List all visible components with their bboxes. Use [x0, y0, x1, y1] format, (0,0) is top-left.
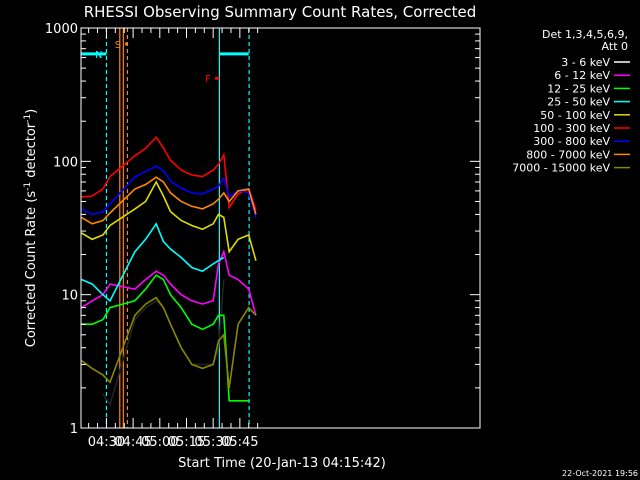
plot-frame: [80, 27, 481, 429]
y-tick-label: 10: [61, 289, 78, 304]
legend-label-8: 7000 - 15000 keV: [512, 162, 610, 175]
series-line-0: [102, 279, 225, 407]
x-axis-label: Start Time (20-Jan-13 04:15:42): [178, 456, 386, 471]
series-line-8: [81, 296, 257, 389]
y-tick-label: 100: [53, 155, 78, 170]
flag-label-s: S: [115, 40, 121, 51]
series-line-4: [81, 180, 257, 261]
legend-label-1: 6 - 12 keV: [554, 69, 610, 82]
legend-label-4: 50 - 100 keV: [540, 109, 610, 122]
flag-label-f: F: [205, 74, 211, 85]
x-tick-label: 05:15: [168, 435, 205, 450]
timestamp: 22-Oct-2021 19:56: [562, 469, 638, 478]
legend-label-5: 100 - 300 keV: [533, 122, 610, 135]
x-tick-label: 04:45: [114, 435, 151, 450]
legend-header-detectors: Det 1,3,4,5,6,9,: [542, 28, 628, 41]
x-tick-label: 04:30: [88, 435, 125, 450]
x-tick-label: 05:45: [221, 435, 258, 450]
y-tick-label: 1: [70, 422, 78, 437]
flag-label-n: N: [95, 50, 102, 61]
y-axis-label: Corrected Count Rate (s-1 detector-1): [23, 109, 39, 347]
legend-header-attenuator: Att 0: [602, 40, 628, 53]
series-line-7: [81, 176, 257, 225]
series-line-5: [81, 135, 257, 211]
x-tick-label: 05:30: [194, 435, 231, 450]
chart-title: RHESSI Observing Summary Count Rates, Co…: [84, 3, 477, 21]
legend-label-3: 25 - 50 keV: [547, 96, 610, 109]
series-line-1: [81, 249, 257, 316]
legend-label-2: 12 - 25 keV: [547, 82, 610, 95]
series-line-2: [81, 274, 249, 402]
legend-label-0: 3 - 6 keV: [561, 56, 610, 69]
y-tick-label: 1000: [45, 22, 78, 37]
legend-label-7: 800 - 7000 keV: [526, 148, 610, 161]
legend-label-6: 300 - 800 keV: [533, 135, 610, 148]
series-line-3: [81, 222, 225, 303]
plot-area: N S F: [81, 28, 257, 428]
series-line-6: [81, 165, 257, 218]
x-tick-label: 05:00: [141, 435, 178, 450]
